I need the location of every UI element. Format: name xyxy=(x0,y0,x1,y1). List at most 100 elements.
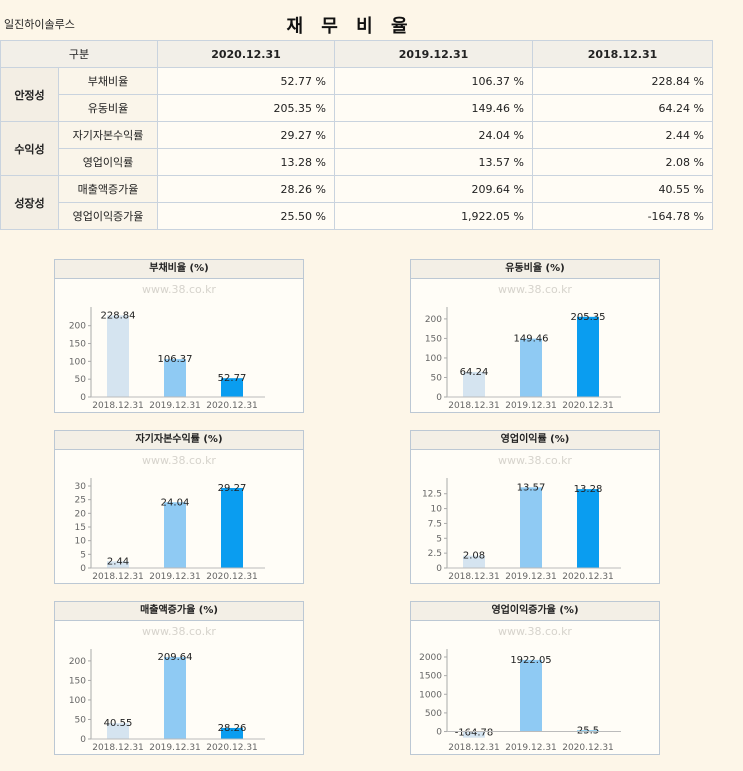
column-header-2018: 2018.12.31 xyxy=(532,40,713,68)
x-tick-label: 2018.12.31 xyxy=(92,401,144,411)
table-cell: 149.46 % xyxy=(334,94,533,122)
chart-plot: www.38.co.kr 0 500 1000 1500 2000 -164.78 2018.… xyxy=(419,625,621,753)
chart-title: 매출액증가율 (%) xyxy=(55,602,303,621)
x-tick-label: 2018.12.31 xyxy=(448,572,500,582)
x-tick-label: 2019.12.31 xyxy=(505,401,557,411)
y-tick-label: 5 xyxy=(80,550,86,560)
y-tick-label: 7.5 xyxy=(428,519,442,529)
data-label: 149.46 xyxy=(514,334,549,345)
data-label: 1922.05 xyxy=(510,655,551,666)
chart-watermark: www.38.co.kr xyxy=(142,625,216,638)
x-tick-label: 2020.12.31 xyxy=(206,743,258,753)
data-label: 2.44 xyxy=(107,556,129,567)
data-label: 40.55 xyxy=(104,718,133,729)
x-tick-label: 2019.12.31 xyxy=(505,572,557,582)
chart-debt-ratio: 부채비율 (%) www.38.co.kr 0 50 100 150 200 228.84 2… xyxy=(54,259,304,413)
table-cell: 106.37 % xyxy=(334,67,533,95)
bar xyxy=(463,731,485,738)
y-tick-label: 150 xyxy=(69,676,86,686)
y-tick-label: 0 xyxy=(80,393,86,403)
x-tick-label: 2018.12.31 xyxy=(92,572,144,582)
row-label: 매출액증가율 xyxy=(58,175,158,203)
x-tick-label: 2019.12.31 xyxy=(149,743,201,753)
y-tick-label: 1000 xyxy=(419,690,442,700)
table-cell: 205.35 % xyxy=(157,94,335,122)
column-header-2020: 2020.12.31 xyxy=(157,40,335,68)
data-label: 64.24 xyxy=(460,367,489,378)
chart-title: 부채비율 (%) xyxy=(55,260,303,279)
table-cell: 40.55 % xyxy=(532,175,713,203)
y-tick-label: 100 xyxy=(425,354,442,364)
y-tick-label: 0 xyxy=(436,728,442,738)
bar xyxy=(520,487,542,568)
data-label: 13.57 xyxy=(517,482,546,493)
data-label: 13.28 xyxy=(574,484,603,495)
x-tick-label: 2020.12.31 xyxy=(562,572,614,582)
table-cell: 24.04 % xyxy=(334,121,533,149)
y-tick-label: 100 xyxy=(69,357,86,367)
x-tick-label: 2019.12.31 xyxy=(149,572,201,582)
bar xyxy=(164,502,186,568)
chart-title: 영업이익증가율 (%) xyxy=(411,602,659,621)
y-tick-label: 150 xyxy=(69,340,86,350)
x-tick-label: 2019.12.31 xyxy=(505,743,557,753)
y-tick-label: 20 xyxy=(75,509,87,519)
category-profitability: 수익성 xyxy=(0,121,59,176)
y-tick-label: 50 xyxy=(75,375,87,385)
data-label: 209.64 xyxy=(158,652,193,663)
y-tick-label: 0 xyxy=(436,564,442,574)
bar xyxy=(520,338,542,397)
y-tick-label: 2000 xyxy=(419,653,442,663)
y-tick-label: 10 xyxy=(431,505,443,515)
table-row: 영업이익률 13.28 % 13.57 % 2.08 % xyxy=(1,148,713,176)
bar xyxy=(577,316,599,397)
x-tick-label: 2020.12.31 xyxy=(206,401,258,411)
bar xyxy=(577,489,599,568)
row-label: 부채비율 xyxy=(58,67,158,95)
y-tick-label: 500 xyxy=(425,709,442,719)
bar xyxy=(221,487,243,568)
y-tick-label: 0 xyxy=(80,735,86,745)
chart-operating-income-growth: 영업이익증가율 (%) www.38.co.kr 0 500 1000 1500 2000… xyxy=(410,601,660,755)
table-cell: 2.44 % xyxy=(532,121,713,149)
y-tick-label: 15 xyxy=(75,523,86,533)
y-tick-label: 200 xyxy=(69,657,86,667)
category-growth: 성장성 xyxy=(0,175,59,230)
table-row: 유동비율 205.35 % 149.46 % 64.24 % xyxy=(1,94,713,122)
table-cell: 228.84 % xyxy=(532,67,713,95)
data-label: 106.37 xyxy=(158,354,193,365)
data-label: -164.78 xyxy=(455,728,494,739)
chart-watermark: www.38.co.kr xyxy=(498,625,572,638)
y-tick-label: 2.5 xyxy=(428,549,442,559)
chart-watermark: www.38.co.kr xyxy=(498,454,572,467)
chart-watermark: www.38.co.kr xyxy=(142,454,216,467)
column-header-gubun: 구분 xyxy=(0,40,158,68)
column-header-2019: 2019.12.31 xyxy=(334,40,533,68)
chart-plot: www.38.co.kr 0 2.5 5 7.5 10 12.5 2.08 2018.12.31… xyxy=(422,454,621,582)
chart-title: 자기자본수익률 (%) xyxy=(55,431,303,450)
chart-plot: www.38.co.kr 0 50 100 150 200 64.24 2018.12.31 1… xyxy=(425,283,621,411)
financial-ratio-table: 구분 2020.12.31 2019.12.31 2018.12.31 안정성 … xyxy=(0,40,713,230)
table-cell: -164.78 % xyxy=(532,202,713,230)
table-cell: 209.64 % xyxy=(334,175,533,203)
row-label: 영업이익률 xyxy=(58,148,158,176)
bar xyxy=(107,315,129,397)
y-tick-label: 0 xyxy=(436,393,442,403)
row-label: 영업이익증가율 xyxy=(58,202,158,230)
table-row: 영업이익증가율 25.50 % 1,922.05 % -164.78 % xyxy=(1,202,713,230)
x-tick-label: 2020.12.31 xyxy=(562,743,614,753)
data-label: 28.26 xyxy=(218,723,247,734)
table-header-row: 구분 2020.12.31 2019.12.31 2018.12.31 xyxy=(0,40,713,68)
y-tick-label: 30 xyxy=(75,482,87,492)
x-tick-label: 2018.12.31 xyxy=(448,401,500,411)
y-tick-label: 10 xyxy=(75,537,87,547)
table-row: 수익성 자기자본수익률 29.27 % 24.04 % 2.44 % xyxy=(0,121,713,176)
chart-roe: 자기자본수익률 (%) www.38.co.kr 0 5 10 15 20 25 30 2.44… xyxy=(54,430,304,584)
table-cell: 13.57 % xyxy=(334,148,533,176)
table-cell: 2.08 % xyxy=(532,148,713,176)
chart-revenue-growth: 매출액증가율 (%) www.38.co.kr 0 50 100 150 200 40.55… xyxy=(54,601,304,755)
chart-plot: www.38.co.kr 0 50 100 150 200 40.55 2018.12.31 2… xyxy=(69,625,265,753)
y-tick-label: 12.5 xyxy=(422,490,442,500)
chart-plot: www.38.co.kr 0 50 100 150 200 228.84 2018.12.31… xyxy=(69,283,265,411)
row-label: 자기자본수익률 xyxy=(58,121,158,149)
